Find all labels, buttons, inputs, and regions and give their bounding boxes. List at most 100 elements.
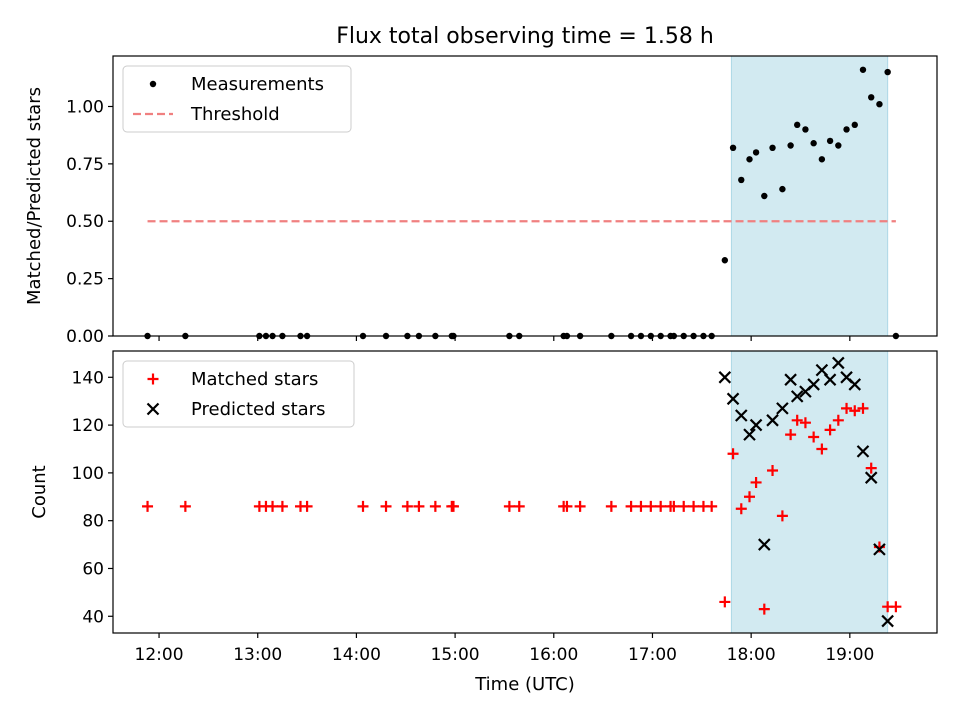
y-tick-label: 0.00 [66, 327, 104, 347]
data-point [818, 156, 826, 163]
matched-point [791, 414, 803, 426]
matched-point [267, 500, 279, 512]
data-point [843, 126, 850, 133]
series-matched-stars [142, 402, 902, 615]
data-point [835, 142, 842, 149]
matched-point [832, 414, 844, 426]
legend: Matched stars Predicted stars [122, 360, 355, 428]
data-point [851, 121, 858, 129]
x-tick-label: 14:00 [332, 645, 381, 665]
x-axis-label: Time (UTC) [474, 674, 575, 695]
y-tick-label: 1.00 [66, 97, 104, 117]
data-point [787, 142, 794, 149]
data-point [802, 126, 809, 133]
matched-point [719, 596, 731, 608]
matched-point [688, 500, 700, 512]
y-tick-label: 60 [82, 559, 104, 579]
y-axis-label: Matched/Predicted stars [24, 87, 45, 305]
matched-point [750, 476, 762, 488]
predicted-point [807, 378, 820, 391]
data-point [884, 68, 891, 76]
data-point [752, 149, 760, 156]
legend: Measurements Threshold [122, 65, 352, 133]
predicted-point [790, 390, 804, 403]
matched-point [776, 510, 788, 522]
x-tick-label: 19:00 [825, 645, 874, 665]
matched-point [574, 500, 586, 512]
data-point [876, 100, 883, 108]
matched-point [668, 500, 680, 512]
matched-point [605, 500, 617, 512]
legend-label: Predicted stars [191, 399, 325, 420]
y-tick-label: 100 [72, 464, 104, 484]
matched-point [625, 500, 637, 512]
matched-point [865, 462, 877, 474]
matched-point [706, 500, 718, 512]
y-tick-label: 120 [72, 416, 104, 436]
predicted-point [718, 371, 732, 384]
matched-point [735, 503, 747, 515]
observing-window-span [730, 55, 889, 337]
matched-point [413, 500, 425, 512]
matched-point [645, 500, 657, 512]
matched-point [179, 500, 191, 512]
matched-point [808, 431, 820, 443]
matched-point [849, 405, 861, 417]
x-tick-label: 15:00 [431, 645, 480, 665]
predicted-point [776, 402, 789, 415]
matched-point [380, 500, 392, 512]
predicted-point [848, 378, 862, 391]
predicted-point [758, 538, 771, 551]
predicted-point [749, 418, 763, 432]
y-tick-label: 40 [82, 607, 104, 627]
data-point [738, 176, 745, 184]
predicted-point [864, 471, 878, 484]
y-axis-label: Count [29, 465, 50, 518]
series-predicted-stars [718, 356, 894, 628]
predicted-point [743, 428, 756, 441]
x-tick-label: 13:00 [233, 645, 282, 665]
matched-point [758, 603, 770, 615]
data-point [746, 156, 753, 163]
axes-frame [112, 350, 938, 634]
matched-point [824, 424, 836, 436]
predicted-point [881, 614, 894, 628]
matched-point [561, 500, 573, 512]
data-point [826, 137, 834, 145]
predicted-point [784, 373, 797, 386]
data-point [721, 257, 729, 264]
observing-window-span [730, 350, 889, 634]
matched-point [401, 500, 413, 512]
data-point [779, 185, 786, 193]
count-panel: 40 60 80 100 120 140 12:00 13:00 14:00 15:00 16:00… [29, 350, 938, 695]
axes-frame [112, 55, 938, 337]
matched-point [503, 500, 515, 512]
predicted-point [823, 373, 837, 386]
matched-point [276, 500, 288, 512]
predicted-point [856, 445, 870, 458]
matched-point [744, 491, 756, 503]
legend-box [122, 360, 355, 428]
data-point [761, 192, 768, 200]
legend-box [122, 65, 352, 133]
matched-point [357, 500, 369, 512]
matched-point [447, 500, 459, 512]
matched-point [429, 500, 441, 512]
legend-marker-swatch [146, 402, 160, 416]
matched-point [767, 464, 779, 476]
matched-point [727, 448, 739, 460]
x-tick-label: 12:00 [135, 645, 184, 665]
predicted-point [832, 356, 845, 370]
matched-point [513, 500, 525, 512]
x-tick-label: 18:00 [727, 645, 776, 665]
x-tick-label: 16:00 [529, 645, 578, 665]
matched-point [655, 500, 667, 512]
legend-label: Matched stars [191, 369, 318, 390]
legend-marker-swatch [147, 373, 159, 385]
matched-point [857, 402, 869, 414]
y-tick-label: 80 [82, 512, 104, 532]
data-point [868, 94, 875, 101]
legend-label: Measurements [191, 74, 324, 95]
matched-point [841, 402, 853, 414]
